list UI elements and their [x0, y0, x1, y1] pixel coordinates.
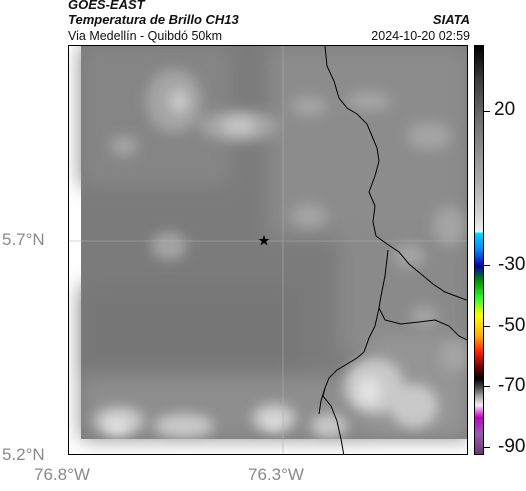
title-agency: SIATA — [432, 12, 470, 27]
colorbar-tick — [484, 447, 490, 448]
satellite-map[interactable] — [68, 45, 468, 455]
border-line — [322, 307, 380, 454]
star-icon — [258, 235, 270, 246]
colorbar-tick — [484, 265, 490, 266]
lon-label: 76.8°W — [34, 465, 90, 484]
colorbar-tick — [484, 386, 490, 387]
lat-label: 5.2°N — [2, 445, 45, 464]
colorbar-tick — [484, 326, 490, 327]
colorbar-label: -50 — [498, 315, 526, 336]
colorbar-label: 20 — [494, 99, 516, 120]
border-line — [378, 249, 467, 341]
title-datetime: 2024-10-20 02:59 — [371, 29, 470, 43]
subtitle-route: Via Medellín - Quibdó 50km — [68, 29, 223, 43]
colorbar-tick — [484, 111, 490, 112]
border-line — [324, 46, 467, 301]
lon-label: 76.3°W — [248, 465, 304, 484]
title-satellite: GOES-EAST — [68, 0, 145, 12]
brightness-temperature-image — [69, 46, 467, 454]
colorbar — [474, 45, 484, 455]
colorbar-label: -90 — [498, 436, 526, 457]
colorbar-label: -70 — [498, 375, 526, 396]
lat-label: 5.7°N — [2, 230, 45, 249]
border-line — [318, 387, 326, 415]
title-product: Temperatura de Brillo CH13 — [68, 12, 239, 27]
colorbar-label: -30 — [498, 254, 526, 275]
